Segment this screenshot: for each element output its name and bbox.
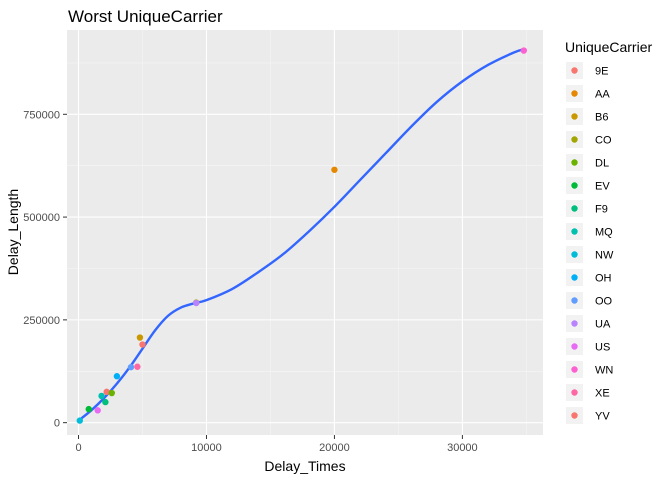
legend-label-oo: OO: [595, 296, 613, 308]
legend-label-aa: AA: [595, 89, 610, 101]
points-layer: [76, 47, 528, 424]
legend-swatch-ua: [571, 320, 578, 327]
data-point-xe: [134, 363, 141, 370]
legend-label-b6: B6: [595, 112, 608, 124]
legend-swatch-b6: [571, 113, 578, 120]
data-point-mq: [98, 392, 105, 400]
legend-label-yv: YV: [595, 411, 610, 423]
y-tick-label: 0: [54, 418, 60, 430]
legend-title: UniqueCarrier: [565, 39, 652, 55]
legend-label-nw: NW: [595, 250, 614, 262]
data-point-dl: [108, 389, 115, 397]
data-point-oo: [127, 363, 135, 371]
legend-swatch-nw: [571, 251, 578, 258]
legend-swatch-aa: [571, 90, 578, 97]
legend-swatch-dl: [571, 159, 578, 166]
legend-swatch-us: [571, 343, 578, 350]
legend-label-mq: MQ: [595, 227, 613, 239]
legend-label-oh: OH: [595, 273, 612, 285]
legend-label-wn: WN: [595, 365, 613, 377]
data-point-oh: [113, 373, 121, 380]
legend-swatch-f9: [571, 205, 578, 212]
y-tick-label: 750000: [23, 109, 60, 121]
data-point-aa: [331, 166, 338, 173]
legend-label-ua: UA: [595, 319, 611, 331]
legend-swatch-mq: [571, 228, 578, 235]
data-point-9e: [103, 388, 110, 396]
x-tick-label: 10000: [191, 442, 222, 454]
legend-label-xe: XE: [595, 388, 610, 400]
grid-minor: [67, 30, 543, 435]
legend-label-f9: F9: [595, 204, 608, 216]
data-point-wn: [520, 47, 528, 54]
grid-major: [67, 30, 543, 435]
legend-label-dl: DL: [595, 158, 609, 170]
legend-label-ev: EV: [595, 181, 610, 193]
legend-swatch-9e: [571, 67, 578, 74]
x-tick-label: 30000: [447, 442, 478, 454]
data-point-ev: [85, 405, 92, 413]
data-point-f9: [102, 398, 109, 406]
legend-label-us: US: [595, 342, 610, 354]
legend-swatch-oh: [571, 274, 578, 281]
chart-title: Worst UniqueCarrier: [68, 7, 223, 26]
data-point-nw: [76, 417, 83, 424]
y-axis: 0 250000 500000 750000: [23, 109, 67, 430]
data-point-ua: [193, 299, 200, 307]
legend: 9E AA B6 CO DL EV F9 MQ NW OH OO UA US WN XE YV: [566, 62, 614, 424]
legend-swatch-yv: [571, 412, 578, 419]
legend-swatch-oo: [571, 297, 578, 304]
y-tick-label: 250000: [23, 315, 60, 327]
data-point-b6: [136, 334, 144, 341]
data-point-us: [94, 407, 101, 414]
data-point-yv: [139, 341, 146, 348]
plot-panel: [67, 30, 543, 435]
legend-swatch-ev: [571, 182, 578, 189]
x-tick-label: 20000: [319, 442, 350, 454]
y-axis-label: Delay_Length: [5, 189, 21, 275]
y-tick-label: 500000: [23, 212, 60, 224]
x-tick-label: 0: [75, 442, 81, 454]
legend-label-co: CO: [595, 135, 612, 147]
legend-label-9e: 9E: [595, 66, 608, 78]
x-axis: 0 10000 20000 30000: [75, 435, 478, 454]
x-axis-label: Delay_Times: [264, 458, 345, 474]
legend-swatch-xe: [571, 389, 578, 396]
legend-swatch-wn: [571, 366, 578, 373]
legend-swatch-co: [571, 136, 578, 143]
